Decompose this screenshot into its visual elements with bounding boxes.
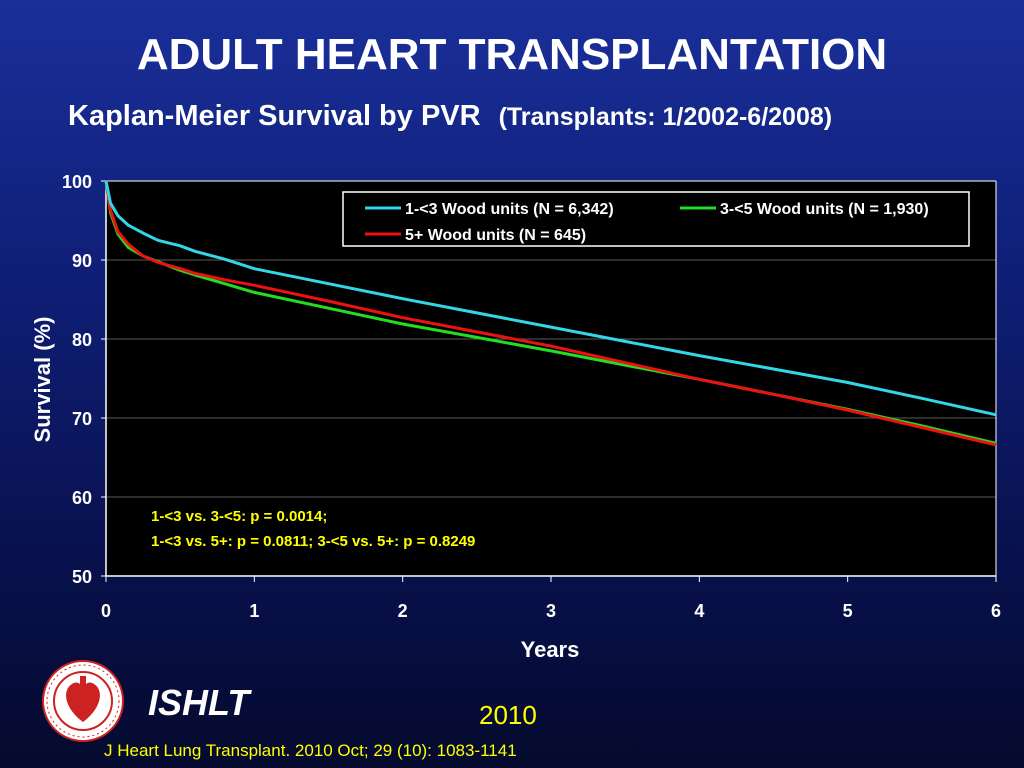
x-tick-label: 1 bbox=[249, 601, 259, 621]
report-year: 2010 bbox=[479, 700, 537, 730]
legend-entry: 1-<3 Wood units (N = 6,342) bbox=[405, 201, 614, 218]
series-line bbox=[104, 180, 997, 447]
transplant-date-range: (Transplants: 1/2002-6/2008) bbox=[498, 103, 833, 131]
plot-area bbox=[106, 181, 996, 576]
series-line bbox=[104, 180, 997, 417]
ishlt-logo-icon bbox=[42, 660, 124, 742]
slide-title: ADULT HEART TRANSPLANTATION bbox=[136, 30, 888, 79]
y-tick-label: 80 bbox=[72, 330, 92, 350]
x-tick-label: 6 bbox=[991, 601, 1001, 621]
ishlt-label: ISHLT bbox=[148, 682, 250, 723]
x-tick-label: 4 bbox=[694, 601, 704, 621]
x-axis-label: Years bbox=[521, 637, 580, 662]
legend-entry: 5+ Wood units (N = 645) bbox=[405, 227, 586, 244]
y-axis-label: Survival (%) bbox=[30, 317, 55, 443]
legend-entry: 3-<5 Wood units (N = 1,930) bbox=[720, 201, 929, 218]
subtitle-row: Kaplan-Meier Survival by PVR (Transplants… bbox=[68, 100, 832, 133]
y-tick-label: 70 bbox=[72, 409, 92, 429]
y-tick-label: 50 bbox=[72, 567, 92, 587]
y-tick-label: 100 bbox=[62, 172, 92, 192]
p-value-annotation: 1-<3 vs. 3-<5: p = 0.0014; bbox=[151, 508, 327, 525]
x-tick-label: 5 bbox=[843, 601, 853, 621]
y-tick-label: 90 bbox=[72, 251, 92, 271]
chart-subtitle: Kaplan-Meier Survival by PVR bbox=[68, 100, 481, 132]
x-tick-label: 3 bbox=[546, 601, 556, 621]
x-tick-label: 0 bbox=[101, 601, 111, 621]
legend-box bbox=[342, 191, 970, 247]
y-tick-label: 60 bbox=[72, 488, 92, 508]
x-tick-label: 2 bbox=[398, 601, 408, 621]
citation: J Heart Lung Transplant. 2010 Oct; 29 (1… bbox=[104, 741, 517, 760]
p-value-annotation: 1-<3 vs. 5+: p = 0.0811; 3-<5 vs. 5+: p … bbox=[151, 533, 475, 550]
